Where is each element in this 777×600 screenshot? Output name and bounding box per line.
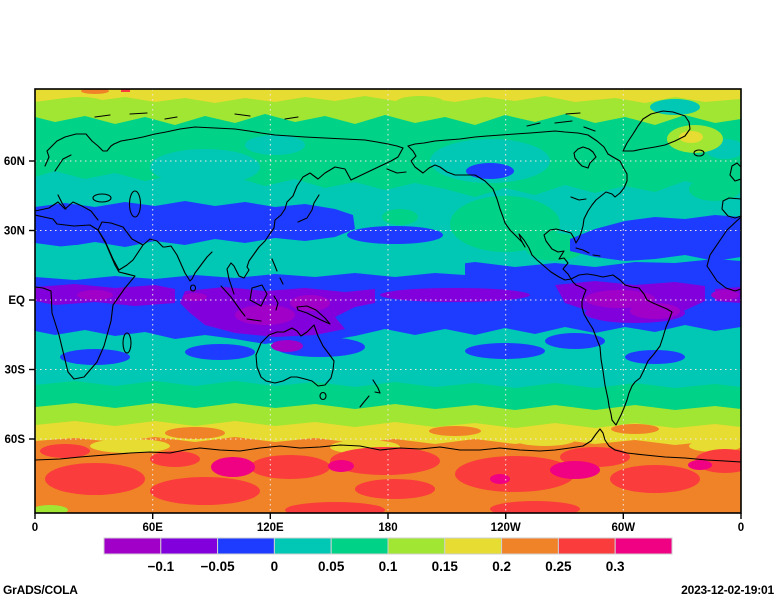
violet-eq-pacific [380, 288, 530, 302]
footer-timestamp: 2023-12-02-19:01 [681, 583, 774, 597]
patch-red-top [121, 89, 130, 92]
band-blue-30n-atlantic [570, 215, 741, 261]
lon-tick-label-120e: 120E [257, 522, 284, 534]
patch-orange [429, 426, 481, 436]
patch-orange-top [81, 89, 109, 94]
blob-red [150, 477, 260, 505]
purple-core [711, 290, 739, 300]
blob-red [455, 456, 575, 492]
lat-tick-label-30n: 30N [4, 226, 25, 238]
blob-magenta [211, 457, 255, 477]
blob-magenta [688, 460, 712, 470]
patch-green-pacific [382, 209, 418, 225]
blob-red [355, 479, 435, 499]
patch-yellowgreen-scandinavia [52, 97, 108, 113]
colorbar-tick-label: −0.05 [201, 559, 236, 574]
patch-blue-nw-pacific [466, 163, 514, 179]
purple-core [235, 305, 295, 325]
blob-red-bottom [285, 502, 385, 513]
patch-blue-south [60, 349, 130, 365]
coastlines [35, 110, 741, 463]
stripe-cyan-15n [35, 245, 465, 280]
colorbar-tick-label: 0.15 [432, 559, 459, 574]
colorbar-segment [160, 537, 219, 555]
axis-ticks [29, 160, 742, 519]
purple-core-australia [271, 340, 303, 352]
lon-tick-label-0-left: 0 [32, 522, 38, 534]
lon-tick-label-120w: 120W [491, 522, 521, 534]
blob-red [610, 465, 700, 493]
patch-yellowgreen [395, 96, 445, 110]
patch-blue-south [465, 343, 545, 359]
blob-red [250, 455, 330, 479]
patch-yellow [515, 434, 575, 446]
footer-attribution: GrADS/COLA [3, 583, 78, 597]
colorbar-segment [501, 537, 559, 555]
colorbar-tick-label: 0.3 [606, 559, 625, 574]
lon-tick-label-60e: 60E [142, 522, 163, 534]
lat-tick-label-30s: 30S [5, 365, 26, 377]
patch-cyan-siberia [150, 149, 260, 185]
patch-yellow [90, 439, 170, 453]
patch-orange [611, 424, 659, 434]
purple-core [183, 293, 207, 301]
blob-magenta [328, 460, 354, 472]
blob-red [40, 444, 90, 458]
blob-red [150, 451, 200, 467]
lat-tick-label-60s: 60S [5, 434, 26, 446]
patch-blue-south [185, 344, 255, 360]
band-blue-30n-pacific [347, 226, 443, 244]
blob-magenta [550, 461, 600, 479]
lon-tick-label-60w: 60W [611, 522, 635, 534]
blob-red-bottom [490, 501, 580, 513]
blob-red [45, 463, 145, 495]
patch-yellow-greenland [679, 131, 703, 143]
colorbar-tick-label: 0.25 [545, 559, 572, 574]
band-top-yellow [35, 89, 741, 103]
colorbar: −0.1 −0.05 0 0.05 0.1 0.15 0.2 0.25 0.3 [103, 537, 673, 574]
purple-core [77, 290, 113, 300]
colorbar-segment [614, 537, 673, 555]
colorbar-segment [444, 537, 503, 555]
patch-cyan [245, 135, 305, 155]
colorbar-tick-label: 0.2 [492, 559, 511, 574]
colorbar-segment [330, 537, 389, 555]
lon-tick-label-180: 180 [378, 522, 397, 534]
lat-tick-label-60n: 60N [4, 156, 25, 168]
patch-blue-south [545, 333, 605, 349]
lon-tick-label-0-right: 0 [738, 522, 744, 534]
patch-yellow [689, 440, 741, 452]
purple-core [290, 295, 330, 311]
colorbar-segment [557, 537, 616, 555]
purple-core [630, 303, 680, 319]
colorbar-segment [217, 537, 275, 555]
colorbar-segment [387, 537, 446, 555]
purple-core [585, 290, 655, 308]
patch-green-atlantic [689, 177, 741, 201]
colorbar-tick-label: 0.1 [379, 559, 398, 574]
patch-yellowgreen-bottom [35, 505, 68, 513]
colorbar-tick-label: 0 [271, 559, 279, 574]
patch-blue-south [625, 350, 685, 364]
colorbar-segment [103, 537, 162, 555]
blob-red [330, 447, 440, 475]
colorbar-tick-label: 0.05 [318, 559, 345, 574]
colorbar-tick-label: −0.1 [147, 559, 174, 574]
patch-orange [165, 427, 225, 439]
lat-tick-label-eq: EQ [8, 295, 25, 307]
colorbar-segment [273, 537, 332, 555]
gridlines [35, 89, 741, 513]
blob-magenta [490, 474, 510, 484]
contour-field [35, 89, 741, 513]
band-blue-30n-west [35, 201, 355, 247]
map-area: 60N 30N EQ 30S 60S 0 60E 120E 180 120W 6… [4, 88, 744, 534]
